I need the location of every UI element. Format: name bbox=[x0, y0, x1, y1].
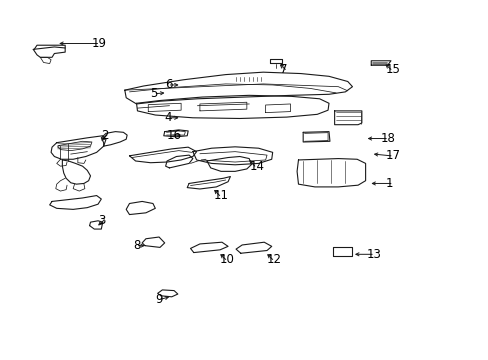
Text: 10: 10 bbox=[220, 253, 234, 266]
Text: 13: 13 bbox=[366, 248, 381, 261]
Text: 8: 8 bbox=[133, 239, 140, 252]
Text: 9: 9 bbox=[155, 293, 163, 306]
Text: 18: 18 bbox=[380, 132, 395, 145]
Text: 5: 5 bbox=[150, 87, 158, 100]
Text: 15: 15 bbox=[385, 63, 399, 76]
Text: 3: 3 bbox=[98, 214, 105, 227]
Text: 4: 4 bbox=[164, 111, 172, 124]
Text: 7: 7 bbox=[279, 63, 286, 76]
Text: 19: 19 bbox=[92, 37, 107, 50]
Text: 17: 17 bbox=[385, 149, 400, 162]
Text: 11: 11 bbox=[214, 189, 228, 202]
Text: 16: 16 bbox=[167, 129, 182, 141]
Text: 6: 6 bbox=[164, 78, 172, 91]
Text: 14: 14 bbox=[249, 160, 264, 173]
Text: 2: 2 bbox=[101, 129, 109, 141]
Text: 12: 12 bbox=[266, 253, 282, 266]
Text: 1: 1 bbox=[385, 177, 392, 190]
